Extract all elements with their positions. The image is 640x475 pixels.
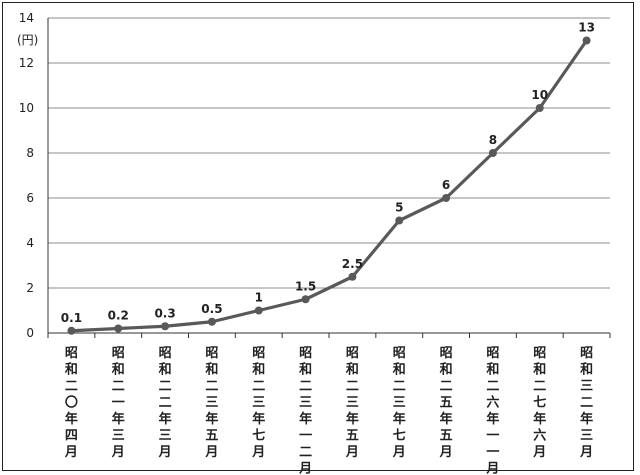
- data-label: 5: [395, 201, 403, 215]
- x-tick-label: 昭和二三年一二月: [298, 346, 312, 475]
- data-point: [207, 317, 216, 326]
- x-tick-label: 昭和二〇年四月: [64, 346, 78, 460]
- data-label: 13: [578, 21, 595, 35]
- data-label: 0.3: [154, 306, 175, 320]
- data-label: 0.2: [108, 309, 129, 323]
- data-point: [114, 324, 123, 333]
- x-tick-label: 昭和二三年五月: [204, 346, 218, 460]
- data-point: [254, 306, 263, 315]
- chart-frame: [2, 2, 634, 471]
- series-layer: [67, 36, 591, 335]
- grid-layer: [48, 17, 610, 334]
- data-point: [67, 326, 76, 335]
- x-tick-label: 昭和二三年五月: [345, 346, 359, 460]
- data-point: [395, 216, 404, 225]
- x-tick-label: 昭和二二年三月: [158, 346, 172, 460]
- data-label: 6: [442, 178, 450, 192]
- data-label: 1: [255, 291, 263, 305]
- x-tick-label: 昭和二七年六月: [532, 346, 546, 460]
- y-tick-label: 8: [26, 146, 34, 160]
- x-tick-label: 昭和二五年五月: [439, 346, 453, 460]
- data-point: [348, 272, 357, 281]
- y-tick-label: 4: [26, 236, 34, 250]
- x-tick-label: 昭和二一年三月: [111, 346, 125, 460]
- y-unit-label: (円): [17, 33, 38, 47]
- x-tick-label: 昭和二六年一一月: [485, 346, 499, 475]
- data-label: 10: [531, 88, 548, 102]
- x-tick-label: 昭和二三年七月: [251, 346, 265, 460]
- y-tick-label: 6: [26, 191, 34, 205]
- data-point: [488, 149, 497, 157]
- y-tick-label: 0: [26, 326, 34, 340]
- x-tick-label: 昭和二三年七月: [392, 346, 406, 460]
- data-point: [161, 322, 170, 331]
- data-point: [582, 36, 591, 45]
- data-label: 0.1: [61, 311, 82, 325]
- x-tick-label: 昭和三二年三月: [579, 346, 593, 460]
- axis-layer: 0 2 4 6 8 10 12 14 昭和二〇年四月 昭和二一年三月 昭和二二年三月 昭和二三年五月 昭…: [19, 11, 611, 475]
- y-tick-label: 14: [19, 11, 34, 25]
- y-tick-label: 2: [26, 281, 34, 295]
- data-label: 2.5: [342, 257, 363, 271]
- data-point: [442, 194, 451, 202]
- data-point: [535, 104, 544, 112]
- data-label: 1.5: [295, 279, 316, 293]
- data-label: 0.5: [201, 302, 222, 316]
- y-tick-label: 10: [19, 101, 34, 115]
- data-label: 8: [489, 133, 497, 147]
- y-tick-label: 12: [19, 56, 34, 70]
- label-layer: 0.1 0.2 0.3 0.5 1 1.5 2.5 5 6 8 10 13: [61, 21, 595, 325]
- data-point: [301, 295, 310, 304]
- series-line: [71, 39, 588, 333]
